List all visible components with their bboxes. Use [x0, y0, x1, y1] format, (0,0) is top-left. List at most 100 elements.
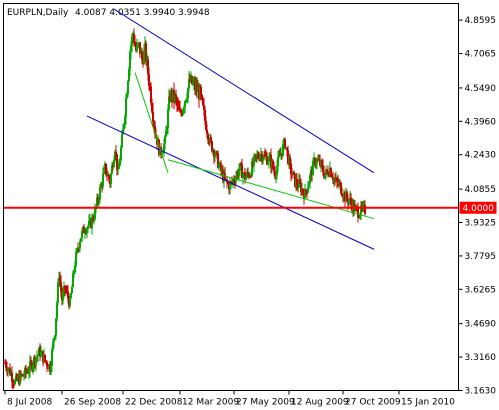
candle-body [299, 179, 301, 183]
candle-body [263, 154, 265, 159]
candle-body [336, 178, 338, 182]
candle-series [4, 28, 366, 390]
candle-body [73, 272, 75, 274]
candle-body [180, 111, 182, 114]
candle-body [296, 179, 298, 186]
candle-body [201, 94, 203, 99]
candle-body [79, 241, 81, 249]
candle-body [103, 168, 105, 175]
candle-body [139, 42, 141, 54]
candle-body [52, 342, 54, 350]
time-tick-label: 12 Aug 2009 [291, 398, 349, 408]
candle-body [364, 204, 366, 214]
trendlines [86, 8, 375, 250]
candle-body [350, 197, 352, 204]
candle-body [12, 381, 14, 383]
candle-body [257, 154, 259, 158]
candle-body [67, 291, 69, 299]
candle-body [207, 133, 209, 140]
candle-body [168, 96, 170, 110]
candle-body [185, 100, 187, 102]
candle-body [25, 367, 27, 373]
candle-body [175, 94, 177, 99]
candle-body [23, 375, 25, 377]
candle-body [80, 238, 82, 242]
candle-body [340, 182, 342, 194]
candle-body [183, 107, 185, 110]
candle-body [293, 171, 295, 174]
candle-body [238, 170, 240, 177]
candle-body [29, 361, 31, 372]
candle-body [274, 171, 276, 178]
time-tick-label: 27 May 2009 [236, 398, 295, 408]
candle-body [93, 219, 95, 221]
candle-body [261, 153, 263, 162]
trendline-green-shallow[interactable] [167, 159, 375, 220]
price-tick-label: 3.3160 [465, 353, 497, 363]
time-tick-label: 27 Oct 2009 [345, 398, 401, 408]
candle-body [35, 357, 37, 365]
candle-body [259, 155, 261, 160]
candle-body [166, 127, 168, 131]
candle-body [123, 123, 125, 130]
candle-body [264, 154, 266, 156]
candle-body [289, 157, 291, 164]
candle-body [239, 163, 241, 171]
candle-body [148, 74, 150, 86]
candle-body [105, 163, 107, 175]
candle-body [71, 286, 73, 294]
candle-body [99, 187, 101, 200]
candle-body [98, 199, 100, 202]
candle-body [162, 151, 164, 154]
candle-body [59, 278, 61, 283]
candle-body [97, 197, 99, 202]
candle-body [120, 147, 122, 160]
candle-body [65, 289, 67, 291]
candle-body [64, 286, 66, 290]
candle-body [143, 50, 145, 65]
candle-body [277, 156, 279, 167]
trendline-upper-resistance[interactable] [113, 8, 375, 174]
candle-body [119, 159, 121, 166]
time-tick-label: 8 Jul 2008 [7, 398, 52, 408]
candle-body [51, 349, 53, 366]
candle-body [338, 182, 340, 185]
candle-body [216, 151, 218, 154]
candle-body [322, 165, 324, 173]
candle-body [91, 217, 93, 228]
candle-body [214, 154, 216, 158]
candle-body [110, 173, 112, 184]
candle-body [309, 174, 311, 184]
price-tick-label: 4.3960 [465, 117, 497, 127]
candle-body [290, 163, 292, 175]
candle-body [50, 365, 52, 373]
candle-body [331, 176, 333, 178]
candle-body [244, 172, 246, 180]
candle-body [186, 98, 188, 101]
candle-body [121, 134, 123, 148]
candle-body [187, 87, 189, 99]
candle-body [45, 360, 47, 363]
candle-body [75, 252, 77, 266]
candle-body [253, 156, 255, 166]
candle-body [305, 189, 307, 192]
candle-body [291, 174, 293, 176]
candle-body [165, 130, 167, 137]
candle-body [136, 44, 138, 51]
candle-body [151, 102, 153, 112]
candle-body [153, 121, 155, 126]
candle-body [76, 248, 78, 253]
price-tick-label: 3.4690 [465, 320, 497, 330]
candle-body [115, 151, 117, 154]
candle-body [114, 151, 116, 160]
price-tick-label: 3.7795 [465, 252, 497, 262]
candle-body [116, 153, 118, 170]
trendline-green-steep[interactable] [134, 72, 169, 173]
candle-body [203, 105, 205, 110]
trendline-lower-support[interactable] [86, 115, 375, 250]
candle-body [78, 248, 80, 250]
candle-body [164, 136, 166, 144]
candle-body [312, 160, 314, 176]
